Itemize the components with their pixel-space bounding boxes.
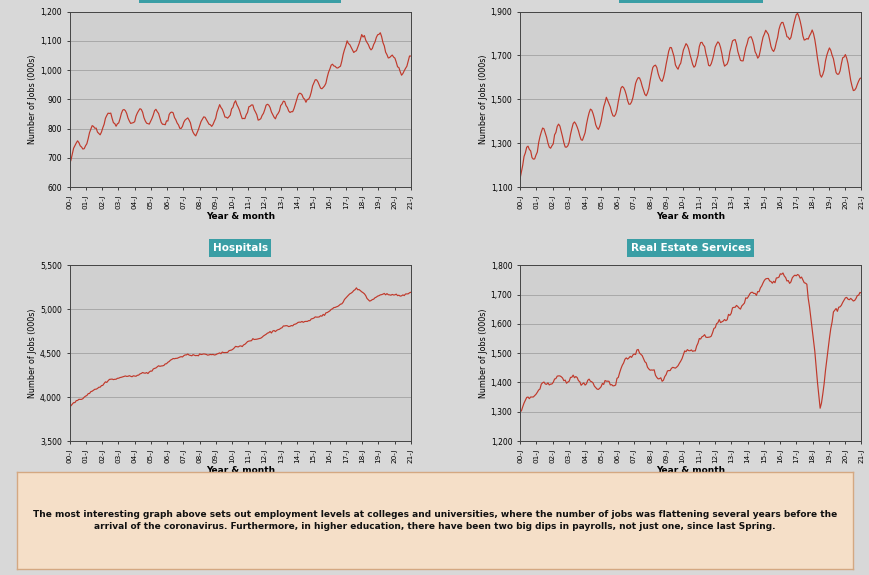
X-axis label: Year & month: Year & month: [205, 212, 275, 221]
Y-axis label: Number of Jobs (000s): Number of Jobs (000s): [29, 308, 37, 398]
Y-axis label: Number of Jobs (000s): Number of Jobs (000s): [478, 308, 488, 398]
Text: The most interesting graph above sets out employment levels at colleges and univ: The most interesting graph above sets ou…: [33, 509, 836, 531]
X-axis label: Year & month: Year & month: [655, 212, 725, 221]
X-axis label: Year & month: Year & month: [655, 466, 725, 475]
Text: Hospitals: Hospitals: [212, 243, 268, 253]
Y-axis label: Number of Jobs (000s): Number of Jobs (000s): [29, 55, 37, 144]
X-axis label: Year & month: Year & month: [205, 466, 275, 475]
Y-axis label: Number of Jobs (000s): Number of Jobs (000s): [478, 55, 488, 144]
Text: Real Estate Services: Real Estate Services: [630, 243, 750, 253]
